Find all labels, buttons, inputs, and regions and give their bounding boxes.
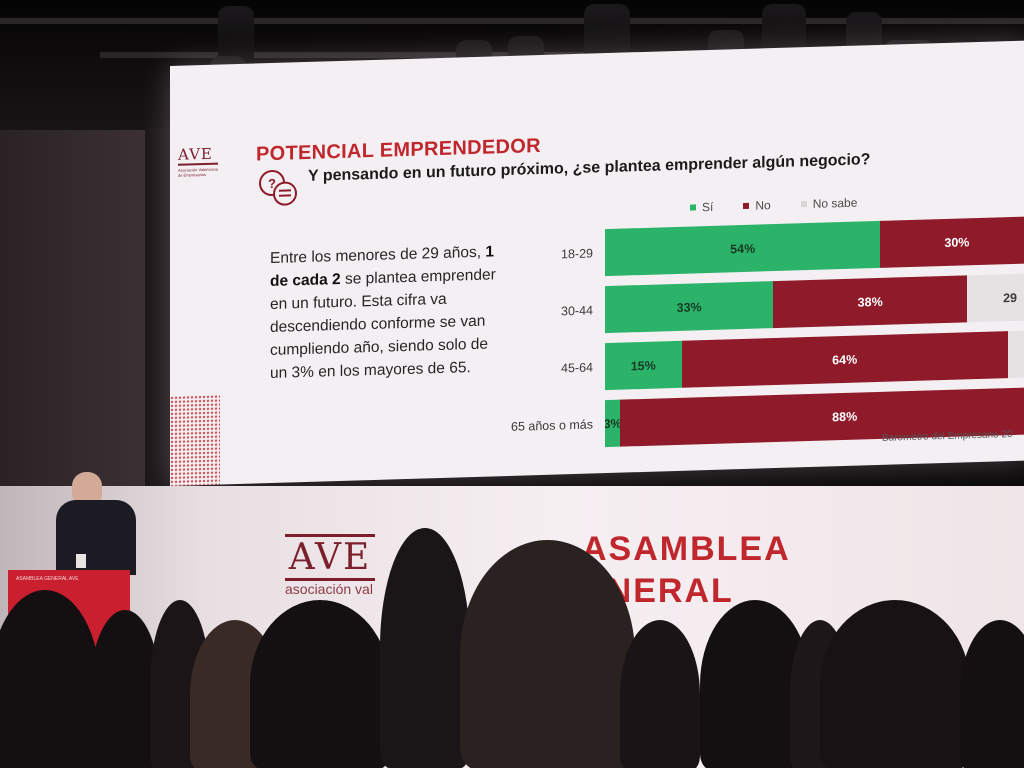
category-label: 18-29 — [561, 245, 593, 261]
bar-si: 3% — [605, 399, 621, 448]
projection-screen: AVE Asociación Valenciana de Empresarios… — [170, 40, 1024, 486]
lectern-label: ASAMBLEA GENERAL AVE — [16, 576, 79, 582]
legend-item-si: Sí — [690, 200, 713, 215]
question-bubble-icon: ? — [259, 169, 297, 206]
bar-row: 30-44 33% 38% 29 — [500, 270, 1024, 336]
audience-head — [620, 620, 700, 768]
bar-no: 30% — [880, 216, 1024, 268]
body-text-intro: Entre los menores de 29 años, — [270, 243, 486, 268]
svg-text:?: ? — [268, 176, 276, 191]
slide-logo-letters: AVE — [178, 144, 218, 166]
audience-head — [960, 620, 1024, 768]
bar-si: 54% — [605, 220, 881, 277]
stacked-bar-chart: 18-29 54% 30% 30-44 33% 38% 29 45-64 15% 64% 65 añ… — [500, 216, 1024, 452]
bar-value-label: 29 — [1003, 290, 1017, 305]
slide-logo-subtitle: Asociación Valenciana de Empresarios — [178, 166, 218, 178]
bar-value-label: 64% — [832, 352, 858, 367]
bar-row: 18-29 54% 30% — [500, 214, 1024, 279]
bar-value-label: 30% — [944, 234, 970, 250]
legend-swatch-si — [690, 204, 696, 211]
category-label: 45-64 — [561, 359, 593, 375]
bar-value-label: 54% — [730, 241, 756, 256]
bar-no-sabe: 29 — [967, 270, 1024, 323]
legend-item-no: No — [743, 198, 771, 213]
stage-headline-line1: ASAMBLEA — [582, 530, 791, 568]
audience-head — [820, 600, 970, 768]
audience-head — [460, 540, 635, 768]
stage-logo: AVE asociación val — [285, 534, 375, 597]
legend-label-si: Sí — [702, 199, 714, 215]
bar-no-sabe — [1007, 327, 1024, 379]
left-wall — [0, 130, 150, 490]
speaker-badge — [76, 554, 86, 568]
bar-value-label: 3% — [605, 416, 621, 431]
audience-head — [380, 528, 470, 768]
category-label: 30-44 — [561, 302, 593, 318]
bar-no: 64% — [681, 331, 1008, 388]
bar-si: 15% — [605, 340, 682, 391]
bar-row: 45-64 15% 64% — [500, 327, 1024, 393]
bar-no: 38% — [773, 275, 968, 329]
audience-head — [0, 590, 100, 768]
speaker-body — [56, 500, 136, 575]
bar-si: 33% — [605, 281, 774, 334]
chart-legend: Sí No No sabe — [690, 196, 857, 215]
audience-head — [250, 600, 390, 768]
legend-item-no-sabe: No sabe — [800, 195, 858, 212]
bar-value-label: 88% — [832, 409, 858, 424]
category-label: 65 años o más — [511, 416, 593, 434]
bar-value-label: 38% — [857, 294, 883, 310]
slide-body-text: Entre los menores de 29 años, 1 de cada … — [270, 240, 500, 385]
bar-value-label: 33% — [676, 299, 702, 315]
ceiling-truss — [0, 18, 1024, 24]
legend-label-no-sabe: No sabe — [812, 195, 858, 211]
dot-pattern — [170, 394, 220, 486]
legend-swatch-no-sabe — [800, 201, 807, 208]
screen-frame — [145, 128, 171, 490]
legend-swatch-no — [743, 202, 750, 209]
legend-label-no: No — [755, 198, 771, 213]
audience-head — [90, 610, 160, 768]
slide-logo: AVE Asociación Valenciana de Empresarios — [178, 144, 218, 198]
stage-logo-subtitle: asociación val — [285, 581, 373, 597]
stage-logo-letters: AVE — [285, 534, 375, 581]
bar-value-label: 15% — [630, 358, 656, 373]
